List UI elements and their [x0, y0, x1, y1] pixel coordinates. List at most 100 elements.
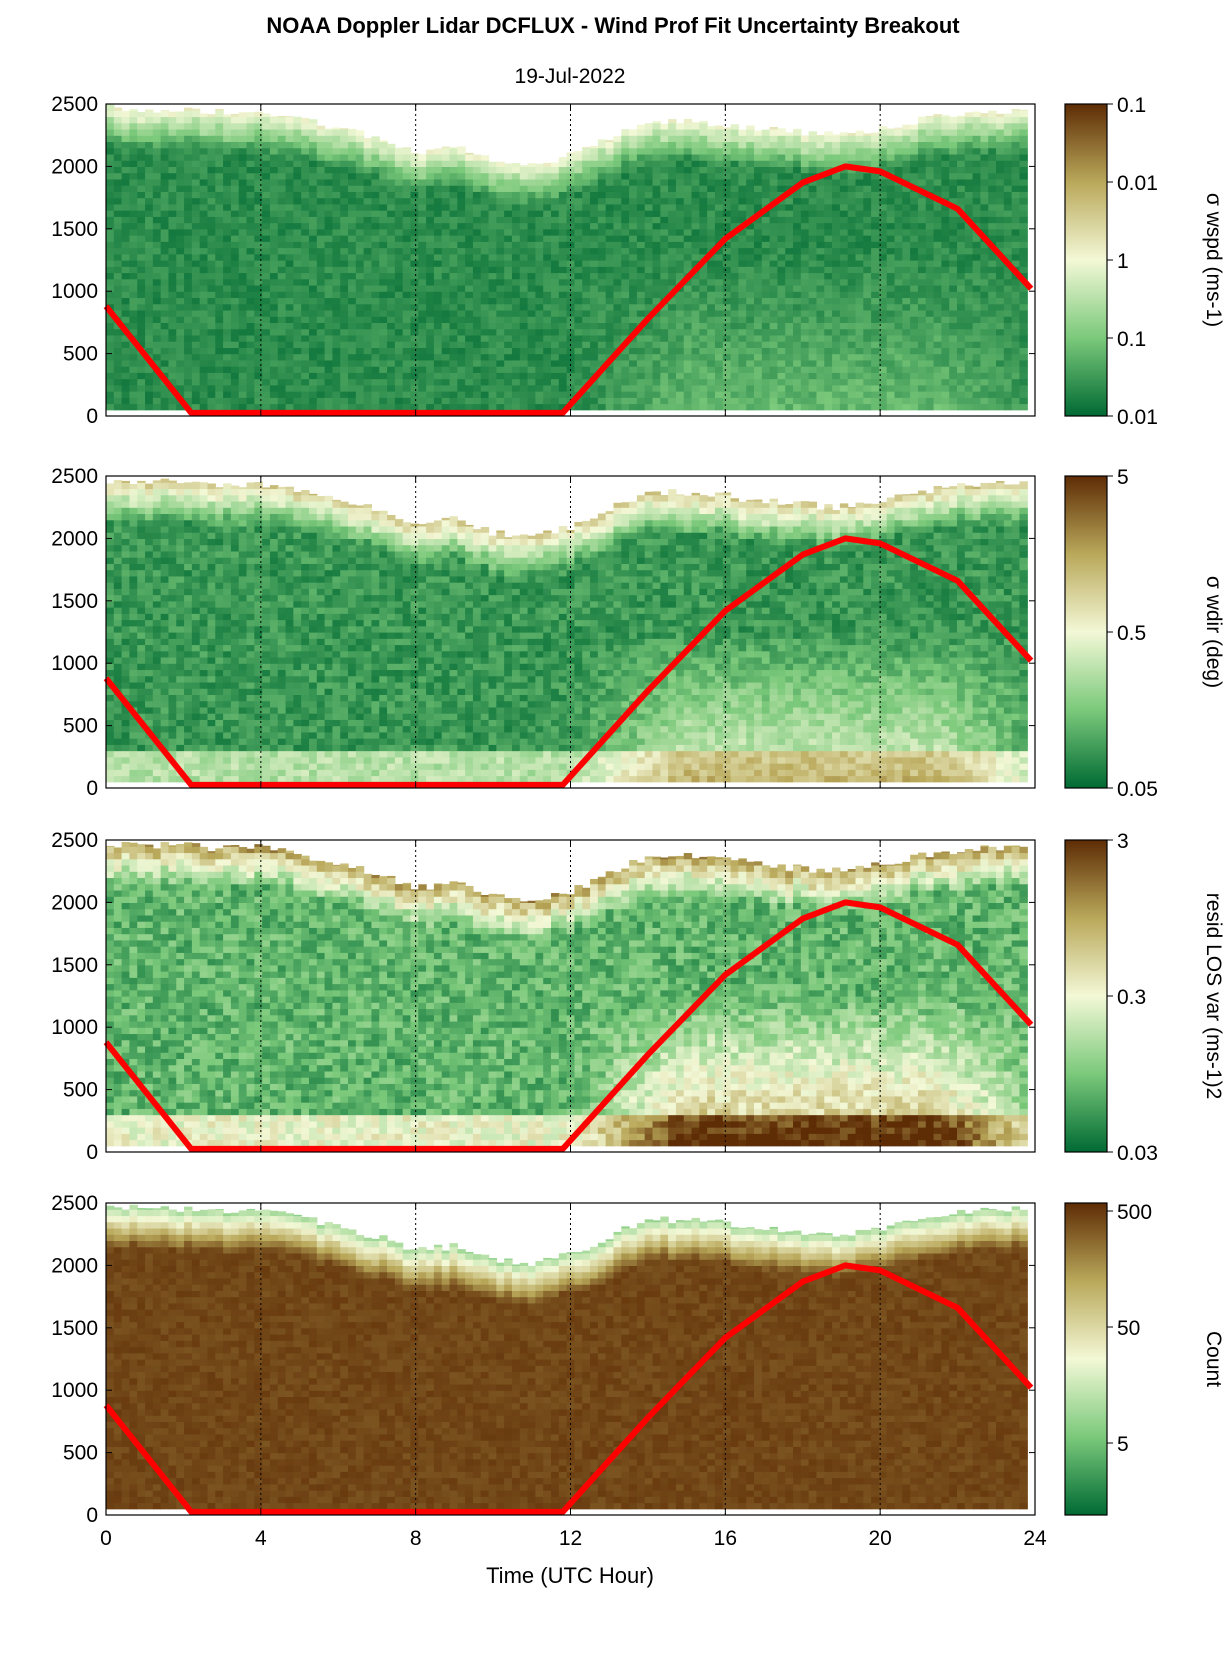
heatmap-cell: [558, 397, 568, 405]
heatmap-cell: [660, 372, 669, 380]
heatmap-cell: [238, 241, 248, 249]
heatmap-cell: [761, 185, 771, 192]
heatmap-cell: [230, 247, 240, 255]
heatmap-cell: [277, 253, 287, 261]
heatmap-cell: [145, 403, 154, 411]
heatmap-cell: [886, 147, 896, 155]
heatmap-cell: [691, 403, 700, 411]
heatmap-cell: [465, 222, 474, 230]
heatmap-cell: [894, 197, 903, 205]
heatmap-cell: [722, 347, 732, 355]
heatmap-cell: [449, 334, 458, 342]
heatmap-cell: [402, 153, 412, 161]
heatmap-cell: [644, 235, 654, 242]
heatmap-cell: [527, 203, 536, 211]
heatmap-cell: [652, 378, 661, 386]
heatmap-cell: [176, 341, 185, 348]
heatmap-cell: [910, 128, 919, 136]
heatmap-cell: [582, 378, 591, 386]
heatmap-cell: [855, 316, 864, 323]
heatmap-cell: [441, 172, 451, 180]
heatmap-cell: [145, 222, 154, 230]
heatmap-cell: [199, 266, 209, 274]
heatmap-cell: [308, 384, 318, 392]
figure-title: NOAA Doppler Lidar DCFLUX - Wind Prof Fi…: [266, 13, 960, 38]
heatmap-cell: [691, 135, 700, 143]
heatmap-cell: [691, 197, 700, 205]
heatmap-cell: [355, 347, 365, 355]
heatmap-cell: [660, 172, 669, 180]
heatmap-cell: [223, 247, 232, 255]
heatmap-cell: [660, 222, 669, 230]
heatmap-cell: [394, 247, 404, 255]
heatmap-cell: [699, 247, 708, 255]
heatmap-cell: [808, 185, 818, 192]
heatmap-cell: [816, 316, 825, 323]
heatmap-cell: [121, 403, 131, 411]
heatmap-cell: [917, 353, 927, 361]
heatmap-cell: [636, 359, 646, 367]
heatmap-cell: [543, 191, 552, 199]
heatmap-cell: [800, 191, 810, 199]
heatmap-cell: [332, 260, 341, 267]
heatmap-cell: [106, 210, 115, 217]
heatmap-cell: [699, 272, 708, 280]
heatmap-cell: [769, 178, 779, 186]
heatmap-cell: [629, 403, 638, 411]
heatmap-cell: [262, 128, 271, 136]
heatmap-cell: [847, 141, 857, 149]
heatmap-cell: [387, 284, 396, 292]
heatmap-cell: [246, 135, 255, 143]
heatmap-cell: [566, 172, 576, 180]
heatmap-cell: [457, 341, 466, 348]
heatmap-cell: [621, 228, 630, 236]
heatmap-cell: [223, 284, 232, 292]
heatmap-cell: [465, 191, 474, 199]
heatmap-cell: [308, 247, 318, 255]
heatmap-cell: [886, 278, 896, 286]
heatmap-cell: [363, 322, 373, 330]
heatmap-cell: [504, 210, 513, 217]
heatmap-cell: [184, 203, 193, 211]
heatmap-cell: [613, 216, 622, 224]
heatmap-cell: [285, 128, 294, 136]
heatmap-cell: [668, 119, 677, 124]
heatmap-cell: [793, 297, 802, 305]
heatmap-cell: [418, 166, 427, 174]
heatmap-cell: [808, 160, 818, 167]
heatmap-cell: [308, 303, 318, 311]
heatmap-cell: [238, 112, 248, 118]
heatmap-cell: [371, 172, 380, 180]
heatmap-cell: [137, 384, 146, 392]
heatmap-cell: [566, 278, 576, 286]
heatmap-cell: [824, 135, 833, 143]
heatmap-cell: [535, 210, 544, 217]
heatmap-cell: [238, 210, 248, 217]
heatmap-cell: [543, 309, 552, 317]
heatmap-cell: [925, 309, 935, 317]
heatmap-cell: [629, 153, 638, 161]
heatmap-cell: [254, 178, 263, 186]
heatmap-cell: [613, 136, 622, 143]
heatmap-cell: [605, 153, 615, 161]
heatmap-cell: [754, 278, 763, 286]
heatmap-cell: [964, 372, 974, 380]
heatmap-cell: [769, 216, 779, 224]
heatmap-cell: [964, 359, 974, 367]
heatmap-cell: [871, 260, 880, 267]
heatmap-cell: [691, 147, 700, 155]
heatmap-cell: [527, 341, 536, 348]
heatmap-cell: [543, 278, 552, 286]
heatmap-cell: [433, 228, 443, 236]
heatmap-cell: [730, 185, 739, 192]
heatmap-cell: [106, 147, 115, 155]
heatmap-cell: [769, 147, 779, 155]
heatmap-cell: [894, 353, 903, 361]
heatmap-cell: [535, 359, 544, 367]
heatmap-cell: [363, 328, 373, 336]
heatmap-cell: [465, 291, 474, 299]
heatmap-cell: [191, 222, 201, 230]
heatmap-cell: [707, 347, 716, 355]
heatmap-cell: [184, 328, 193, 336]
heatmap-cell: [246, 397, 255, 405]
